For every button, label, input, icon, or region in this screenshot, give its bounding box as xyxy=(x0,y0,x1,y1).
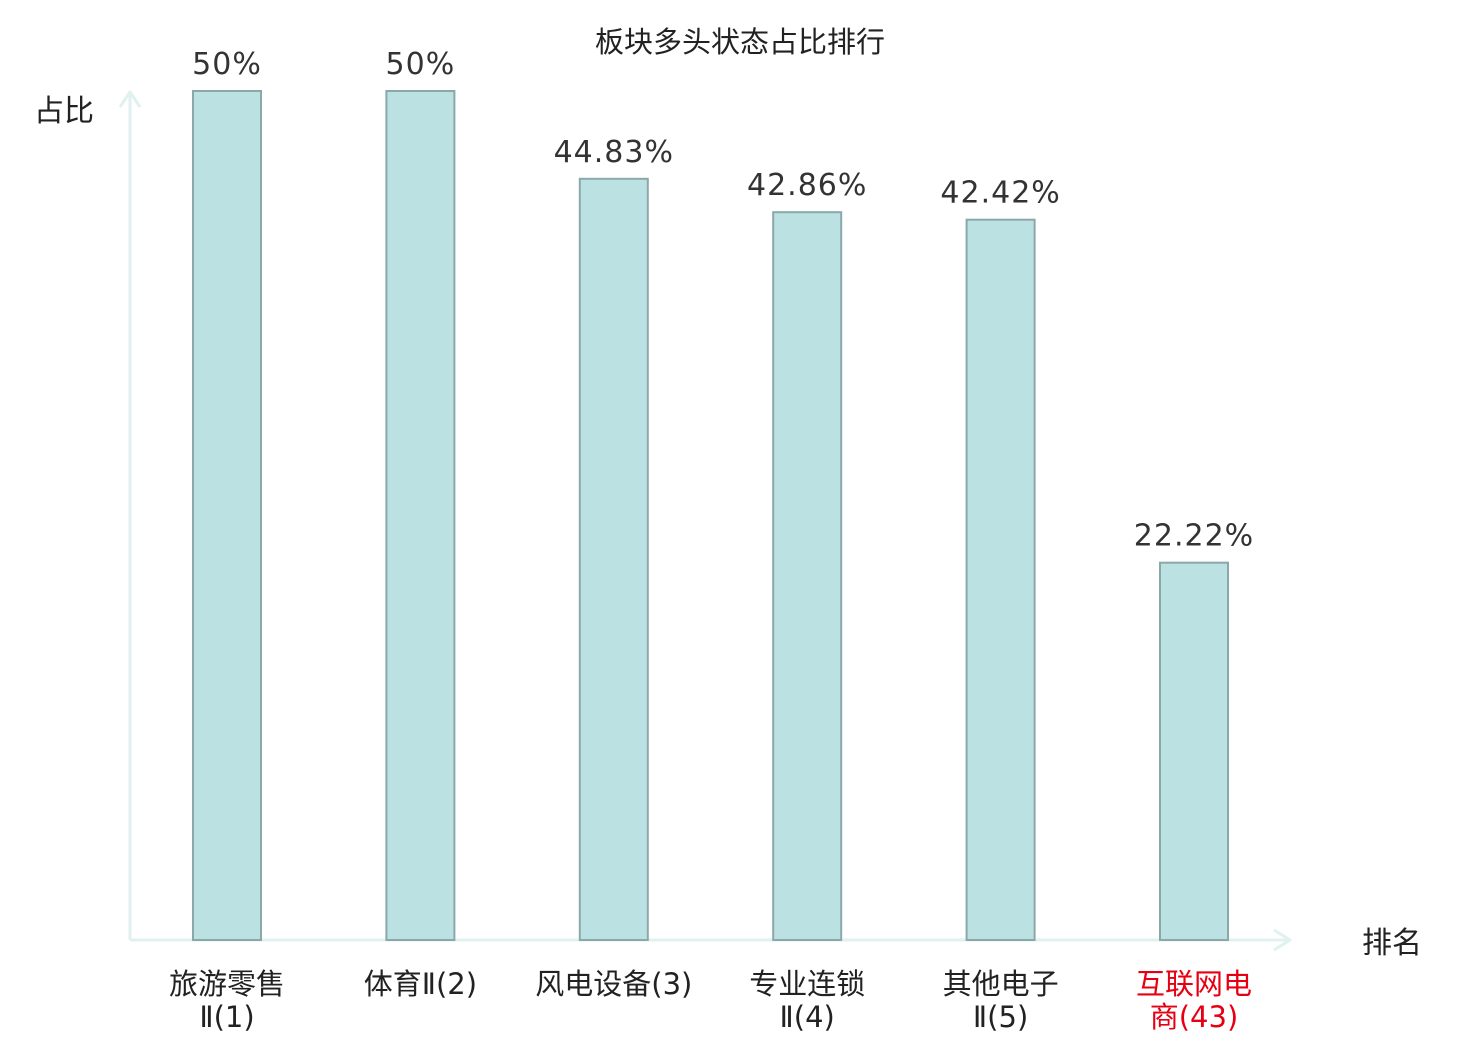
bar-value-label: 50% xyxy=(386,47,456,82)
y-axis-arrow xyxy=(118,90,142,108)
y-axis-label: 占比 xyxy=(34,94,94,129)
category-label: 体育Ⅱ(2) xyxy=(364,967,477,1001)
bars xyxy=(192,90,1229,942)
x-axis xyxy=(130,928,1292,952)
category-label: 其他电子 xyxy=(943,967,1059,1001)
bar-value-label: 44.83% xyxy=(554,135,674,170)
bar xyxy=(385,90,456,941)
category-label: Ⅱ(4) xyxy=(780,1000,835,1034)
category-label: Ⅱ(5) xyxy=(973,1000,1028,1034)
category-label: Ⅱ(1) xyxy=(199,1000,254,1034)
bar xyxy=(578,177,649,942)
bar xyxy=(772,211,843,941)
category-label: 商(43) xyxy=(1150,1000,1239,1034)
bar-value-label: 42.42% xyxy=(940,176,1060,211)
bar-value-label: 42.86% xyxy=(747,168,867,203)
y-axis xyxy=(118,90,142,940)
bar xyxy=(192,90,262,941)
x-axis-arrow xyxy=(1273,928,1292,952)
value-labels: 50% 50% 44.83% 42.86% 42.42% 22.22% xyxy=(192,47,1254,554)
category-label: 旅游零售 xyxy=(169,967,285,1001)
x-axis-label: 排名 xyxy=(1362,926,1422,961)
bar xyxy=(965,218,1036,941)
category-label: 风电设备(3) xyxy=(535,967,692,1001)
bar xyxy=(1159,561,1229,941)
category-label: 专业连锁 xyxy=(749,967,865,1001)
bar-value-label: 50% xyxy=(192,47,262,82)
bar-value-label: 22.22% xyxy=(1134,519,1254,554)
chart-title: 板块多头状态占比排行 xyxy=(595,25,885,59)
category-label: 互联网电 xyxy=(1136,967,1252,1001)
